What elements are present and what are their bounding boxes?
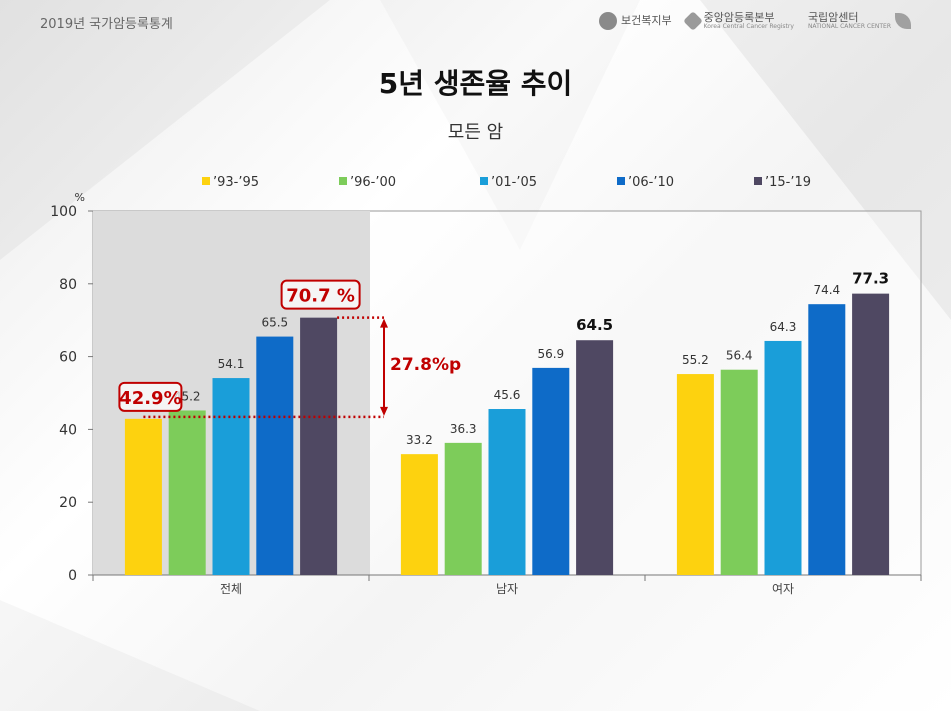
bars: 45.254.165.533.236.345.656.964.555.2 56.4…: [124, 270, 890, 575]
arrow-head-up: [380, 318, 388, 328]
bar: [256, 336, 294, 575]
bar: [124, 418, 162, 575]
data-label: 77.3: [852, 270, 889, 288]
x-tick-label: 전체: [220, 582, 242, 596]
bar: [576, 340, 614, 575]
data-label: 54.1: [218, 357, 245, 371]
x-axis: 전체 남자 여자: [92, 574, 922, 596]
x-tick-label: 남자: [496, 582, 518, 596]
bar: [852, 293, 890, 575]
y-tick-label: 0: [68, 568, 77, 584]
kccr-logo-text: 중앙암등록본부: [703, 11, 775, 25]
data-label: 56.9: [537, 347, 564, 361]
bar: [764, 340, 802, 575]
last-period-boxed-label: 70.7 %: [286, 286, 355, 307]
legend-label: ’06-’10: [628, 175, 674, 190]
legend-swatch: [202, 177, 210, 185]
data-label: 64.3: [770, 320, 797, 334]
ncc-leaf-icon: [895, 13, 911, 29]
ncc-logo-subtext: NATIONAL CANCER CENTER: [807, 22, 891, 30]
legend-label: ’15-’19: [765, 175, 811, 190]
x-tick-label: 여자: [772, 582, 794, 596]
logo-bar: 보건복지부 중앙암등록본부 Korea Central Cancer Regis…: [599, 11, 911, 31]
bar: [400, 454, 438, 575]
y-axis: 0 20 40 60 80 100%: [50, 191, 93, 584]
first-period-boxed-label-box: [118, 381, 183, 412]
bar: [168, 410, 206, 575]
y-tick-label: 100: [50, 204, 77, 220]
y-tick-label: 20: [59, 495, 77, 511]
data-label: 45.6: [494, 388, 521, 402]
legend-label: ’01-’05: [491, 175, 537, 190]
chart-subtitle: 모든 암: [447, 122, 504, 143]
legend-label: ’93-’95: [213, 175, 259, 190]
annotations: 27.8%p 42.9% 70.7 %: [118, 279, 461, 419]
data-label: 55.2: [682, 353, 709, 367]
data-label: 36.3: [450, 422, 477, 436]
report-label: 2019년 국가암등록통계: [40, 17, 173, 32]
ministry-emblem-icon: [599, 12, 618, 30]
legend-label: ’96-’00: [350, 175, 396, 190]
data-label: 65.5: [261, 316, 288, 330]
legend-swatch: [339, 177, 347, 185]
legend-swatch: [754, 177, 762, 185]
data-label: 33.2: [406, 433, 433, 447]
y-tick-label: 40: [59, 422, 77, 438]
y-tick-label: 60: [59, 350, 77, 366]
bar: [444, 442, 482, 575]
arrow-head-down: [380, 406, 388, 416]
legend: ’93-’95 ’96-’00 ’01-’05 ’06-’10 ’15-’19: [202, 175, 811, 190]
bar: [300, 317, 338, 575]
last-period-boxed-label-box: [280, 279, 361, 310]
ncc-logo-text: 국립암센터: [807, 11, 859, 25]
bar: [532, 367, 570, 575]
kccr-logo-subtext: Korea Central Cancer Registry: [703, 22, 794, 30]
difference-label: 27.8%p: [390, 355, 461, 375]
bar: [488, 409, 526, 575]
kccr-logo: 중앙암등록본부 Korea Central Cancer Registry: [682, 11, 794, 31]
legend-swatch: [617, 177, 625, 185]
bar: [808, 304, 846, 575]
ministry-logo-text: 보건복지부: [621, 14, 672, 28]
legend-swatch: [480, 177, 488, 185]
y-axis-unit: %: [75, 191, 85, 204]
ncc-logo: 국립암센터 NATIONAL CANCER CENTER: [808, 12, 911, 30]
data-label: 56.4: [726, 349, 753, 363]
chart-title: 5년 생존율 추이: [378, 67, 573, 100]
y-tick-label: 80: [59, 277, 77, 293]
bar: [676, 374, 714, 575]
bar: [720, 369, 758, 575]
first-period-boxed-label: 42.9%: [119, 388, 181, 409]
bar: [212, 378, 250, 575]
data-label: 74.4: [813, 283, 840, 297]
data-label: 64.5: [576, 316, 613, 334]
ministry-logo: 보건복지부: [599, 12, 672, 30]
